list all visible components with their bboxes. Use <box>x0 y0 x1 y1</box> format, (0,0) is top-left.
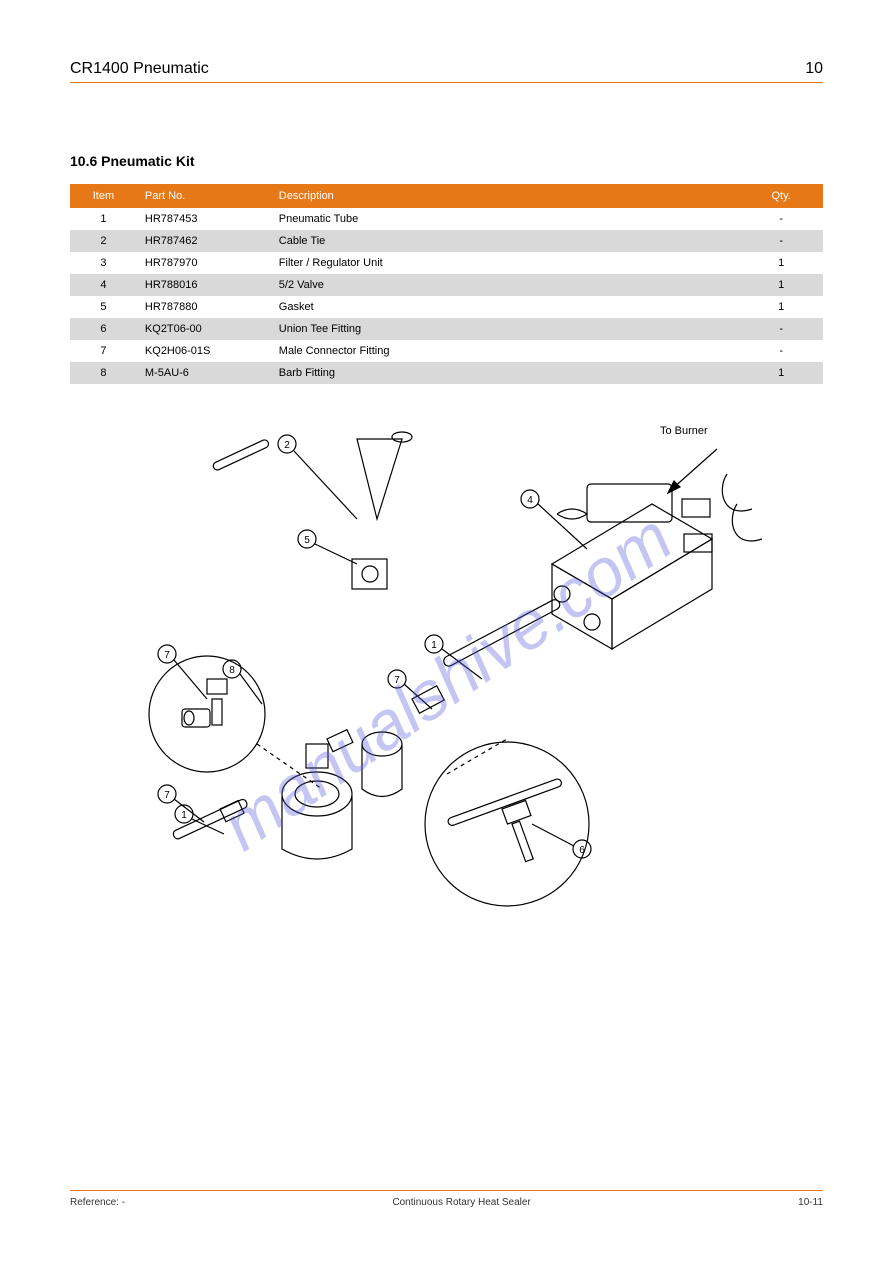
table-cell: Barb Fitting <box>271 362 740 384</box>
to-burner-label: To Burner <box>660 425 708 437</box>
table-cell: 1 <box>739 274 823 296</box>
table-cell: - <box>739 318 823 340</box>
table-cell: 1 <box>70 208 137 230</box>
table-cell: Cable Tie <box>271 230 740 252</box>
table-row: 4HR7880165/2 Valve1 <box>70 274 823 296</box>
svg-text:7: 7 <box>164 650 170 661</box>
col-description: Description <box>271 184 740 208</box>
page-header: CR1400 Pneumatic 10 <box>70 60 823 83</box>
table-cell: 6 <box>70 318 137 340</box>
table-cell: M-5AU-6 <box>137 362 271 384</box>
table-row: 2HR787462Cable Tie- <box>70 230 823 252</box>
table-cell: Gasket <box>271 296 740 318</box>
table-cell: 2 <box>70 230 137 252</box>
table-cell: KQ2H06-01S <box>137 340 271 362</box>
table-cell: 1 <box>739 252 823 274</box>
svg-text:2: 2 <box>284 440 290 451</box>
table-cell: 1 <box>739 362 823 384</box>
svg-text:8: 8 <box>229 665 235 676</box>
svg-text:4: 4 <box>527 495 533 506</box>
table-cell: 1 <box>739 296 823 318</box>
col-partno: Part No. <box>137 184 271 208</box>
table-cell: HR787880 <box>137 296 271 318</box>
table-row: 6KQ2T06-00Union Tee Fitting- <box>70 318 823 340</box>
table-cell: - <box>739 230 823 252</box>
table-cell: - <box>739 340 823 362</box>
table-row: 5HR787880Gasket1 <box>70 296 823 318</box>
footer-center: Continuous Rotary Heat Sealer <box>392 1197 530 1208</box>
table-cell: Pneumatic Tube <box>271 208 740 230</box>
diagram: 2 5 4 7 8 7 1 7 1 6 To Burner <box>70 404 823 1009</box>
section-title: 10.6 Pneumatic Kit <box>70 153 823 169</box>
table-cell: KQ2T06-00 <box>137 318 271 340</box>
parts-table: Item Part No. Description Qty. 1HR787453… <box>70 184 823 384</box>
table-cell: Filter / Regulator Unit <box>271 252 740 274</box>
table-cell: 5/2 Valve <box>271 274 740 296</box>
svg-text:1: 1 <box>431 640 437 651</box>
page-footer: Reference: - Continuous Rotary Heat Seal… <box>70 1190 823 1208</box>
header-right: 10 <box>805 60 823 78</box>
svg-text:5: 5 <box>304 535 310 546</box>
table-cell: HR787453 <box>137 208 271 230</box>
svg-text:1: 1 <box>181 810 187 821</box>
svg-text:7: 7 <box>394 675 400 686</box>
table-cell: 7 <box>70 340 137 362</box>
footer-right: 10-11 <box>798 1197 823 1208</box>
col-item: Item <box>70 184 137 208</box>
table-cell: Male Connector Fitting <box>271 340 740 362</box>
table-cell: - <box>739 208 823 230</box>
svg-text:7: 7 <box>164 790 170 801</box>
table-cell: Union Tee Fitting <box>271 318 740 340</box>
table-row: 7KQ2H06-01SMale Connector Fitting- <box>70 340 823 362</box>
table-cell: 8 <box>70 362 137 384</box>
footer-left: Reference: - <box>70 1197 125 1208</box>
header-left: CR1400 Pneumatic <box>70 60 209 78</box>
table-cell: 4 <box>70 274 137 296</box>
table-cell: HR787462 <box>137 230 271 252</box>
svg-text:6: 6 <box>579 845 585 856</box>
table-cell: 3 <box>70 252 137 274</box>
table-row: 3HR787970Filter / Regulator Unit1 <box>70 252 823 274</box>
table-row: 1HR787453Pneumatic Tube- <box>70 208 823 230</box>
col-qty: Qty. <box>739 184 823 208</box>
table-cell: 5 <box>70 296 137 318</box>
exploded-diagram: 2 5 4 7 8 7 1 7 1 6 <box>112 404 782 1004</box>
table-row: 8M-5AU-6Barb Fitting1 <box>70 362 823 384</box>
table-cell: HR788016 <box>137 274 271 296</box>
table-cell: HR787970 <box>137 252 271 274</box>
